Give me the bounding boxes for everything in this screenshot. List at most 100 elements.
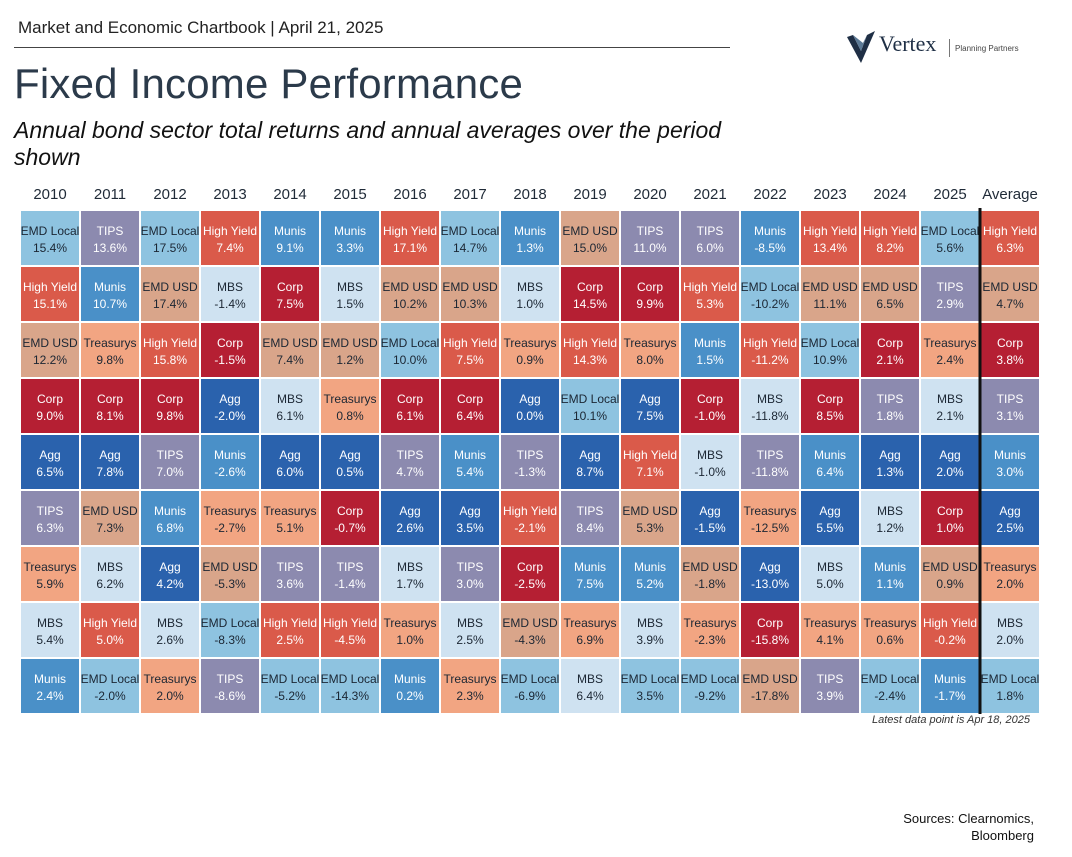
cell-value-label: 5.9%: [36, 577, 64, 591]
column-header-2025: 2025: [933, 186, 966, 203]
cell-value-label: 5.3%: [636, 521, 664, 535]
cell-sector-label: Munis: [94, 280, 126, 294]
cell-sector-label: High Yield: [863, 224, 917, 238]
cell-value-label: -2.0%: [94, 689, 126, 703]
cell-sector-label: MBS: [457, 616, 483, 630]
column-header-2016: 2016: [393, 186, 426, 203]
cell-2024-emd-local: [861, 659, 919, 713]
cell-value-label: 2.5%: [456, 633, 484, 647]
cell-sector-label: EMD USD: [562, 224, 618, 238]
cell-2010-emd-usd: [21, 323, 79, 377]
cell-sector-label: Corp: [697, 392, 723, 406]
cell-sector-label: Treasurys: [924, 336, 977, 350]
performance-quilt-chart: 2010 EMD Local 15.4% High Yield 15.1% EMD USD…: [21, 186, 1039, 714]
cell-value-label: 2.9%: [936, 297, 964, 311]
cell-value-label: -1.7%: [934, 689, 966, 703]
cell-2018-agg: [501, 379, 559, 433]
cell-sector-label: Treasurys: [744, 504, 797, 518]
cell-2021-emd-local: [681, 659, 739, 713]
cell-sector-label: Munis: [994, 448, 1026, 462]
cell-sector-label: Agg: [339, 448, 360, 462]
cell-2024-agg: [861, 435, 919, 489]
cell-2020-corp: [621, 267, 679, 321]
cell-value-label: -11.8%: [751, 409, 788, 423]
cell-2025-munis: [921, 659, 979, 713]
cell-sector-label: EMD Local: [921, 224, 980, 238]
cell-sector-label: Munis: [514, 224, 546, 238]
cell-value-label: -1.0%: [694, 409, 726, 423]
page-title: Fixed Income Performance: [14, 60, 524, 107]
cell-sector-label: EMD Local: [261, 672, 320, 686]
cell-2021-tips: [681, 211, 739, 265]
cell-value-label: -2.6%: [214, 465, 246, 479]
cell-value-label: 4.7%: [396, 465, 424, 479]
cell-value-label: 1.5%: [336, 297, 364, 311]
chartbook-header: Market and Economic Chartbook | April 21…: [18, 18, 384, 37]
cell-2012-emd-local: [141, 211, 199, 265]
cell-value-label: 6.1%: [396, 409, 424, 423]
cell-value-label: 0.2%: [396, 689, 424, 703]
cell-2024-mbs: [861, 491, 919, 545]
column-header-2013: 2013: [213, 186, 246, 203]
cell-sector-label: EMD USD: [442, 280, 498, 294]
cell-sector-label: TIPS: [997, 392, 1024, 406]
cell-sector-label: Munis: [394, 672, 426, 686]
cell-sector-label: Agg: [219, 392, 240, 406]
cell-sector-label: High Yield: [923, 616, 977, 630]
cell-value-label: 2.5%: [996, 521, 1024, 535]
cell-2023-munis: [801, 435, 859, 489]
cell-value-label: 10.0%: [393, 353, 427, 367]
cell-sector-label: EMD Local: [741, 280, 800, 294]
cell-value-label: 0.8%: [336, 409, 364, 423]
cell-sector-label: MBS: [997, 616, 1023, 630]
cell-sector-label: Treasurys: [84, 336, 137, 350]
cell-value-label: 5.3%: [696, 297, 724, 311]
cell-sector-label: TIPS: [757, 448, 784, 462]
cell-value-label: -2.4%: [874, 689, 906, 703]
cell-sector-label: EMD Local: [21, 224, 80, 238]
cell-2015-emd-local: [321, 659, 379, 713]
cell-value-label: 13.4%: [813, 241, 847, 255]
logo-word: Vertex: [879, 31, 937, 56]
cell-2022-high-yield: [741, 323, 799, 377]
vertex-chevron-icon: [847, 31, 875, 63]
cell-value-label: 5.4%: [456, 465, 484, 479]
cell-sector-label: MBS: [577, 672, 603, 686]
cell-average-emd-local: [981, 659, 1039, 713]
cell-value-label: 1.7%: [396, 577, 424, 591]
cell-value-label: 8.4%: [576, 521, 604, 535]
cell-sector-label: EMD USD: [922, 560, 978, 574]
cell-value-label: 7.4%: [276, 353, 304, 367]
cell-sector-label: EMD USD: [502, 616, 558, 630]
cell-sector-label: Agg: [819, 504, 840, 518]
cell-value-label: 3.0%: [996, 465, 1024, 479]
cell-sector-label: Agg: [999, 504, 1020, 518]
column-header-2012: 2012: [153, 186, 186, 203]
cell-value-label: 13.6%: [93, 241, 127, 255]
cell-value-label: 6.4%: [816, 465, 844, 479]
cell-sector-label: Corp: [397, 392, 423, 406]
cell-2016-corp: [381, 379, 439, 433]
vertex-logo: Vertex Planning Partners: [845, 27, 1035, 69]
cell-sector-label: Agg: [399, 504, 420, 518]
cell-value-label: -8.5%: [754, 241, 786, 255]
cell-2024-munis: [861, 547, 919, 601]
cell-sector-label: TIPS: [577, 504, 604, 518]
cell-value-label: 1.3%: [516, 241, 544, 255]
cell-sector-label: Munis: [274, 224, 306, 238]
column-header-average: Average: [982, 186, 1038, 203]
cell-value-label: 3.3%: [336, 241, 364, 255]
cell-value-label: -1.5%: [694, 521, 726, 535]
cell-2021-corp: [681, 379, 739, 433]
cell-2011-high-yield: [81, 603, 139, 657]
cell-2019-high-yield: [561, 323, 619, 377]
column-header-2014: 2014: [273, 186, 306, 203]
cell-2016-treasurys: [381, 603, 439, 657]
cell-value-label: 2.0%: [996, 633, 1024, 647]
cell-2012-mbs: [141, 603, 199, 657]
cell-value-label: 6.4%: [456, 409, 484, 423]
cell-value-label: 17.4%: [153, 297, 187, 311]
cell-value-label: 0.6%: [876, 633, 904, 647]
cell-value-label: 10.1%: [573, 409, 607, 423]
cell-value-label: -1.4%: [334, 577, 366, 591]
